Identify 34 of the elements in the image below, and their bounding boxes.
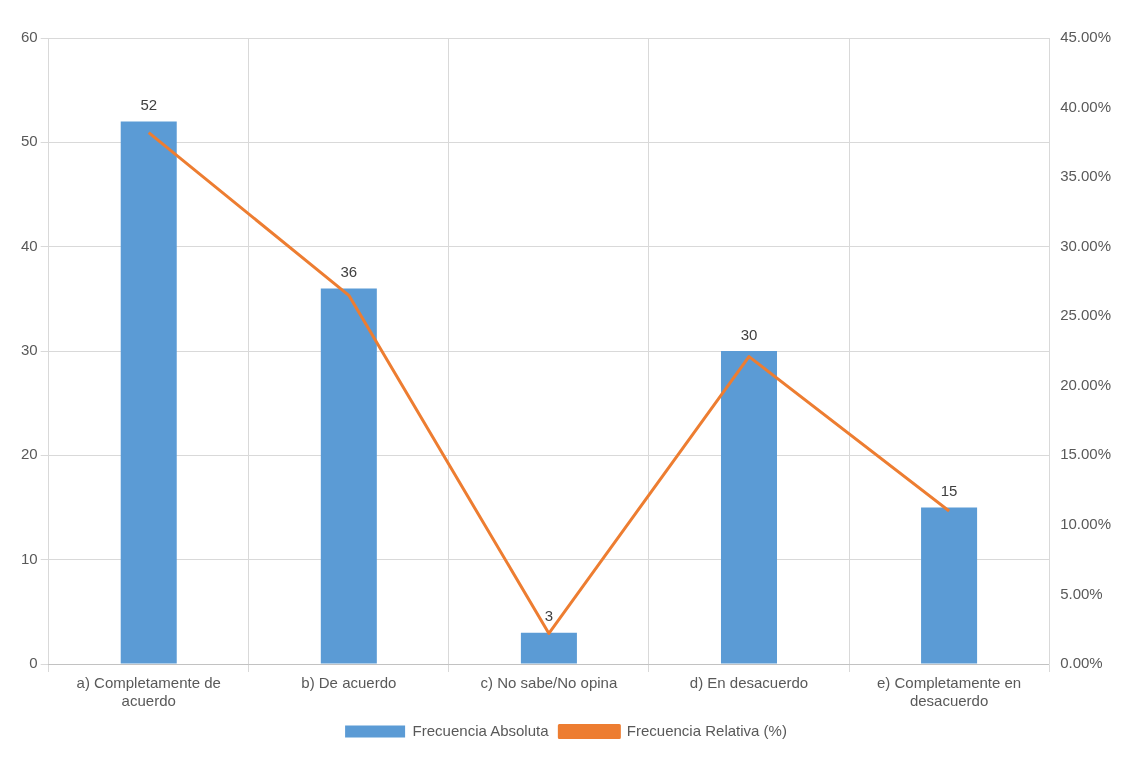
data-label: 36	[340, 263, 358, 281]
y-tick-label: 0	[29, 654, 38, 672]
y2-tick-label: 40.00%	[1060, 97, 1111, 115]
data-label: 15	[940, 482, 958, 500]
x-tick-label: a) Completamente de acuerdo	[76, 674, 221, 710]
data-label: 52	[140, 96, 158, 114]
x-tick-label: d) En desacuerdo	[689, 674, 809, 692]
y-tick-label: 40	[21, 236, 38, 254]
x-tick-label: e) Completamente en desacuerdo	[876, 674, 1022, 710]
y-tick-label: 20	[21, 445, 38, 463]
data-label: 30	[740, 325, 758, 343]
y2-tick-label: 45.00%	[1060, 28, 1111, 46]
y2-tick-label: 15.00%	[1060, 445, 1111, 463]
bar	[320, 288, 377, 664]
data-label: 3	[544, 607, 554, 625]
y2-tick-label: 20.00%	[1060, 375, 1111, 393]
y2-tick-label: 5.00%	[1060, 584, 1103, 602]
bar	[921, 507, 978, 664]
legend-label: Frecuencia Relativa (%)	[626, 721, 787, 739]
y2-tick-label: 25.00%	[1060, 306, 1111, 324]
y-tick-label: 50	[21, 132, 38, 150]
legend-label: Frecuencia Absoluta	[412, 721, 550, 739]
x-tick-label: b) De acuerdo	[301, 674, 397, 692]
y-tick-label: 60	[21, 28, 38, 46]
y2-tick-label: 30.00%	[1060, 236, 1111, 254]
y-tick-label: 10	[21, 549, 38, 567]
x-tick-label: c) No sabe/No opina	[480, 674, 618, 692]
y2-tick-label: 10.00%	[1060, 515, 1111, 533]
y2-tick-label: 0.00%	[1060, 654, 1103, 672]
bar	[120, 121, 177, 664]
bar	[720, 351, 778, 664]
y2-tick-label: 35.00%	[1060, 167, 1111, 185]
y-tick-label: 30	[21, 341, 38, 359]
bar	[520, 632, 577, 664]
